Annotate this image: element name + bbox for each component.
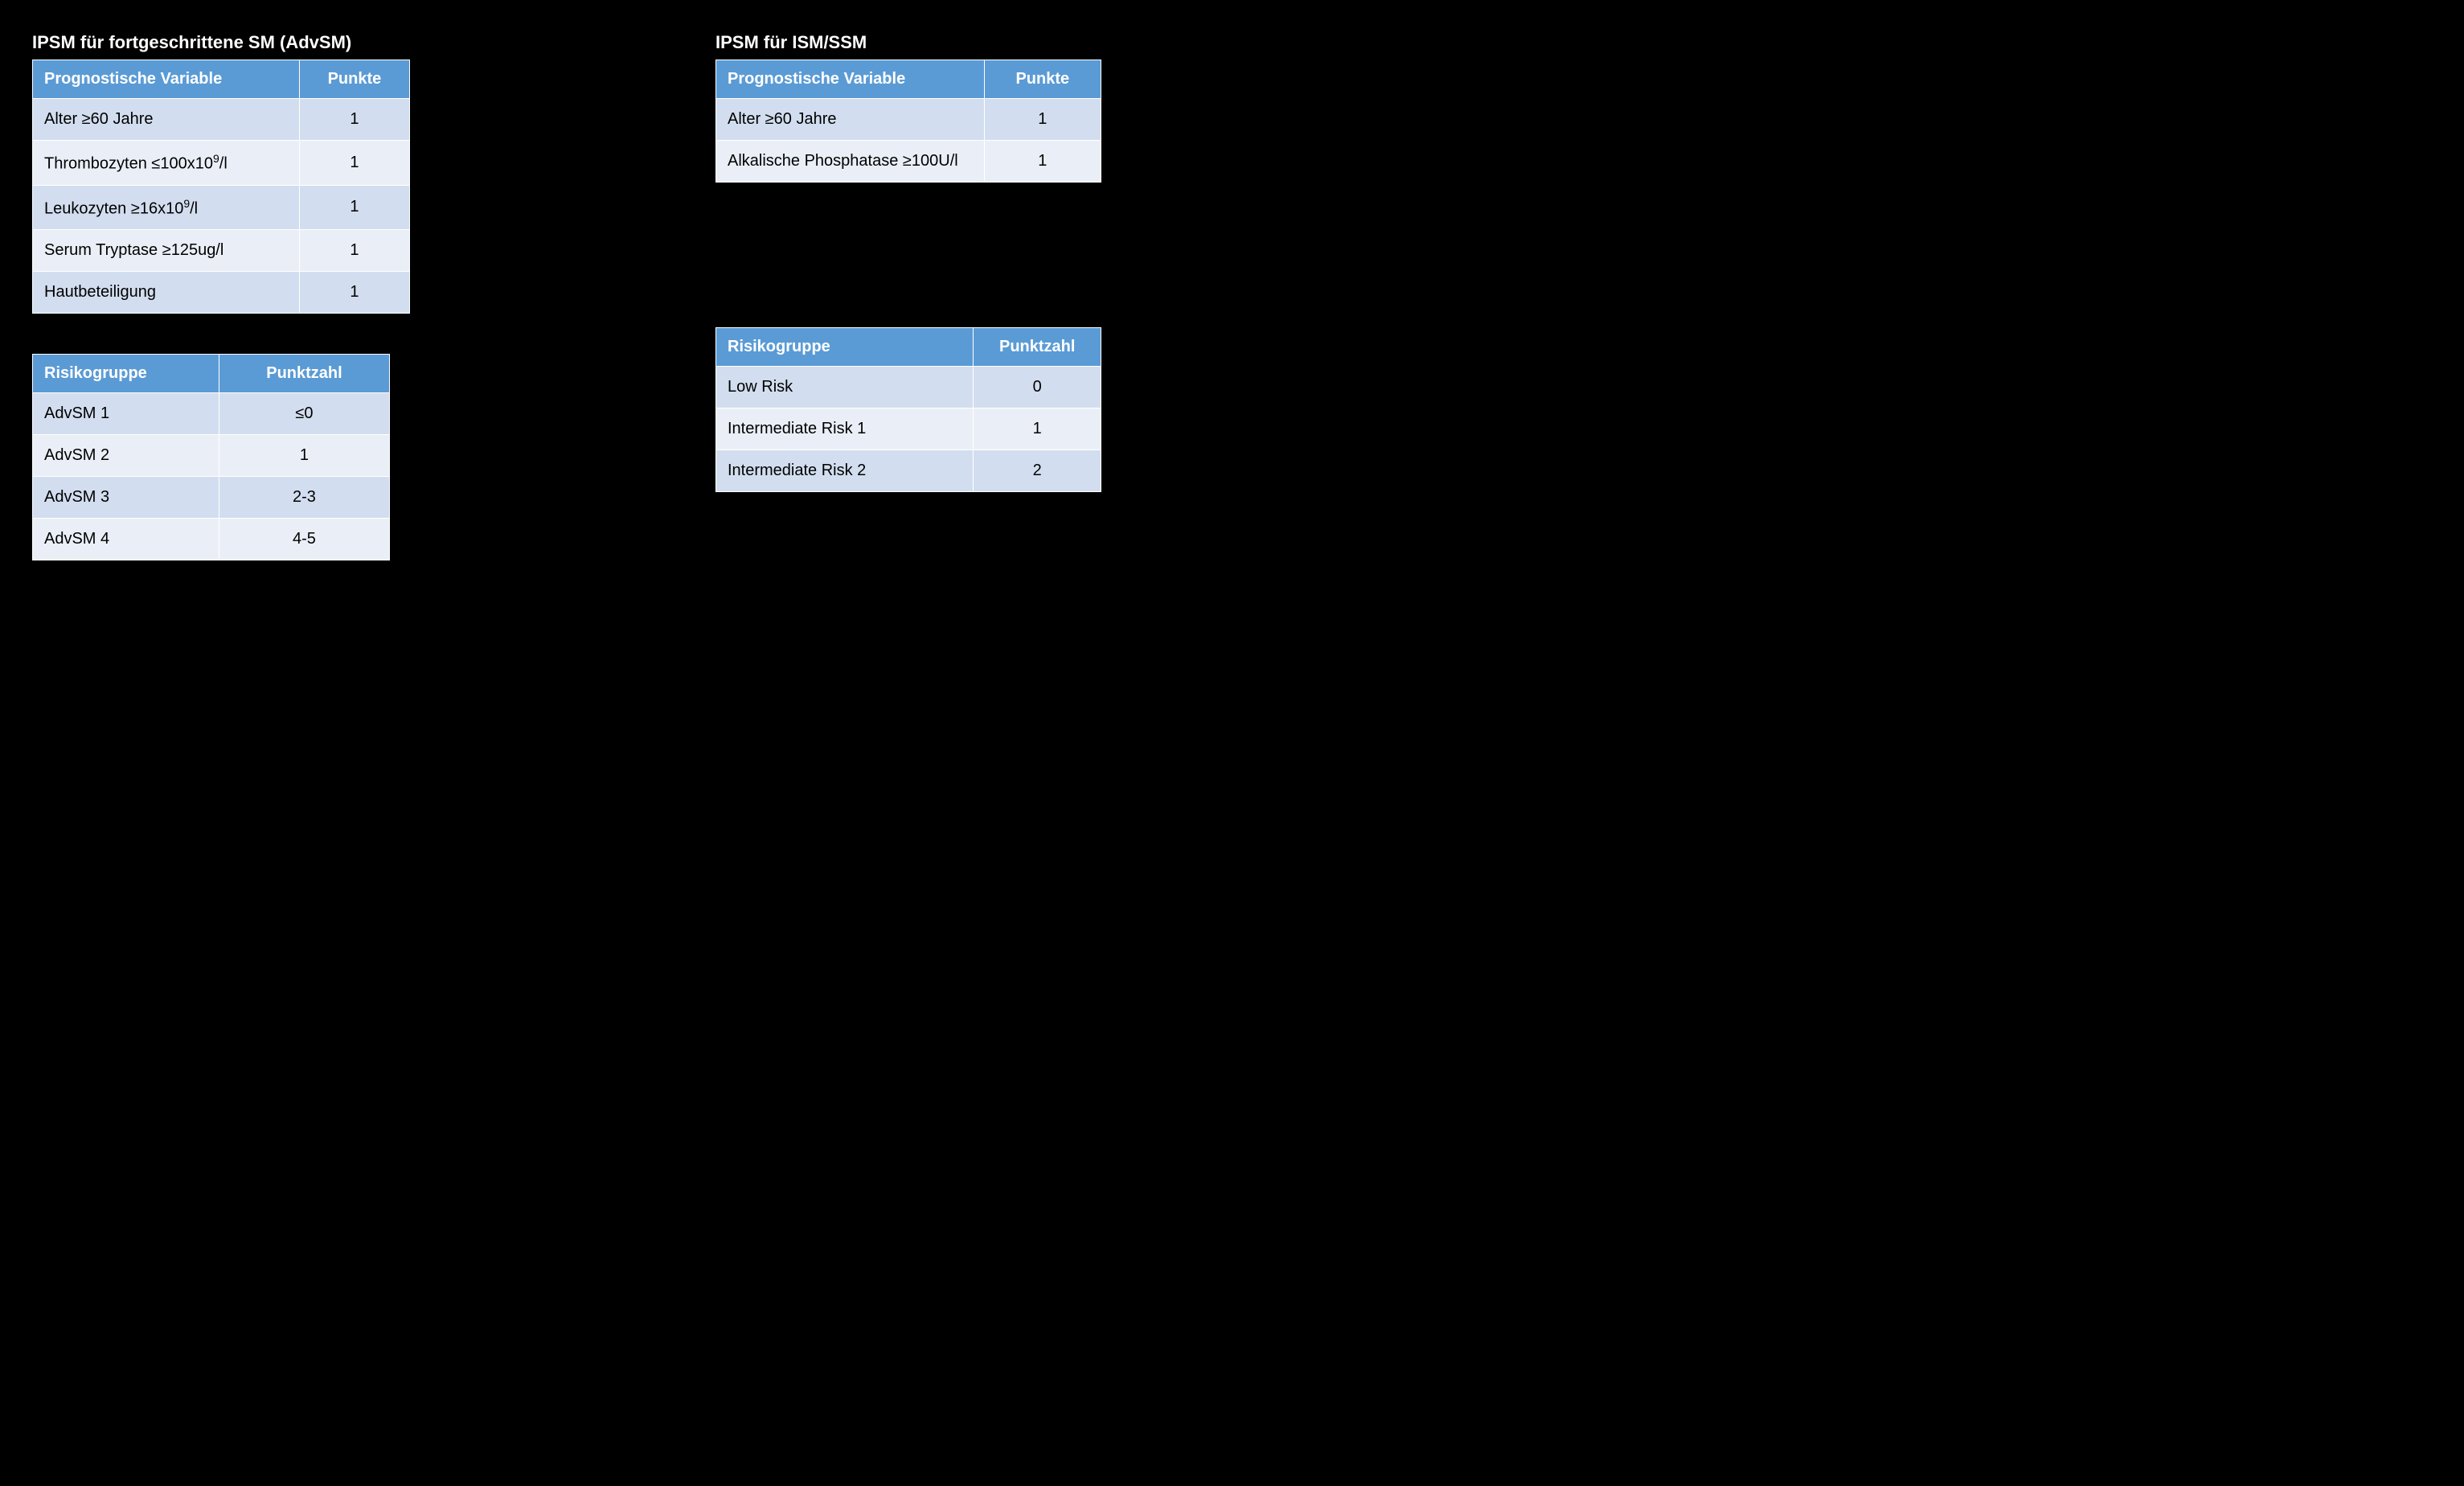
cell: AdvSM 2	[33, 435, 219, 477]
left-title: IPSM für fortgeschrittene SM (AdvSM)	[32, 32, 410, 53]
table-row: Intermediate Risk 2 2	[716, 450, 1101, 492]
cell: 1	[219, 435, 389, 477]
table-row: Leukozyten ≥16x109/l 1	[33, 185, 410, 230]
table-row: AdvSM 3 2-3	[33, 477, 390, 519]
cell: Leukozyten ≥16x109/l	[33, 185, 300, 230]
cell: Thrombozyten ≤100x109/l	[33, 141, 300, 186]
cell: Alter ≥60 Jahre	[33, 99, 300, 141]
cell: AdvSM 4	[33, 519, 219, 560]
table-row: Alter ≥60 Jahre 1	[33, 99, 410, 141]
table-header: Prognostische Variable	[716, 60, 985, 99]
cell: 1	[974, 408, 1101, 450]
cell: ≤0	[219, 393, 389, 435]
table-row: AdvSM 2 1	[33, 435, 390, 477]
cell: 1	[299, 185, 409, 230]
right-column: IPSM für ISM/SSM Prognostische Variable …	[715, 32, 1101, 560]
table-header: Punktzahl	[219, 355, 389, 393]
cell: 1	[299, 230, 409, 272]
cell: Intermediate Risk 2	[716, 450, 974, 492]
table-row: Alkalische Phosphatase ≥100U/l 1	[716, 141, 1101, 183]
left-risk-table: Risikogruppe Punktzahl AdvSM 1 ≤0 AdvSM …	[32, 354, 390, 560]
cell: 2	[974, 450, 1101, 492]
table-header: Punkte	[984, 60, 1101, 99]
cell: 1	[299, 99, 409, 141]
table-header: Punktzahl	[974, 328, 1101, 367]
left-section: IPSM für fortgeschrittene SM (AdvSM) Pro…	[32, 32, 410, 314]
cell: 1	[984, 99, 1101, 141]
left-risk-section: Risikogruppe Punktzahl AdvSM 1 ≤0 AdvSM …	[32, 354, 410, 560]
table-row: AdvSM 1 ≤0	[33, 393, 390, 435]
table-row: AdvSM 4 4-5	[33, 519, 390, 560]
cell: Intermediate Risk 1	[716, 408, 974, 450]
cell: Low Risk	[716, 367, 974, 408]
cell: AdvSM 1	[33, 393, 219, 435]
cell: Serum Tryptase ≥125ug/l	[33, 230, 300, 272]
right-risk-section: Risikogruppe Punktzahl Low Risk 0 Interm…	[715, 327, 1101, 492]
table-row: Thrombozyten ≤100x109/l 1	[33, 141, 410, 186]
cell: 0	[974, 367, 1101, 408]
table-row: Serum Tryptase ≥125ug/l 1	[33, 230, 410, 272]
right-variables-table: Prognostische Variable Punkte Alter ≥60 …	[715, 60, 1101, 183]
table-row: Low Risk 0	[716, 367, 1101, 408]
cell: Alkalische Phosphatase ≥100U/l	[716, 141, 985, 183]
cell: 1	[299, 272, 409, 314]
cell: 1	[299, 141, 409, 186]
table-row: Hautbeteiligung 1	[33, 272, 410, 314]
cell: 2-3	[219, 477, 389, 519]
table-header: Risikogruppe	[33, 355, 219, 393]
right-title: IPSM für ISM/SSM	[715, 32, 1101, 53]
right-section: IPSM für ISM/SSM Prognostische Variable …	[715, 32, 1101, 183]
cell: Alter ≥60 Jahre	[716, 99, 985, 141]
table-header: Prognostische Variable	[33, 60, 300, 99]
left-column: IPSM für fortgeschrittene SM (AdvSM) Pro…	[32, 32, 410, 560]
cell: AdvSM 3	[33, 477, 219, 519]
table-row: Alter ≥60 Jahre 1	[716, 99, 1101, 141]
table-header: Risikogruppe	[716, 328, 974, 367]
cell: 1	[984, 141, 1101, 183]
right-risk-table: Risikogruppe Punktzahl Low Risk 0 Interm…	[715, 327, 1101, 492]
cell: 4-5	[219, 519, 389, 560]
cell: Hautbeteiligung	[33, 272, 300, 314]
table-row: Intermediate Risk 1 1	[716, 408, 1101, 450]
left-variables-table: Prognostische Variable Punkte Alter ≥60 …	[32, 60, 410, 314]
table-header: Punkte	[299, 60, 409, 99]
